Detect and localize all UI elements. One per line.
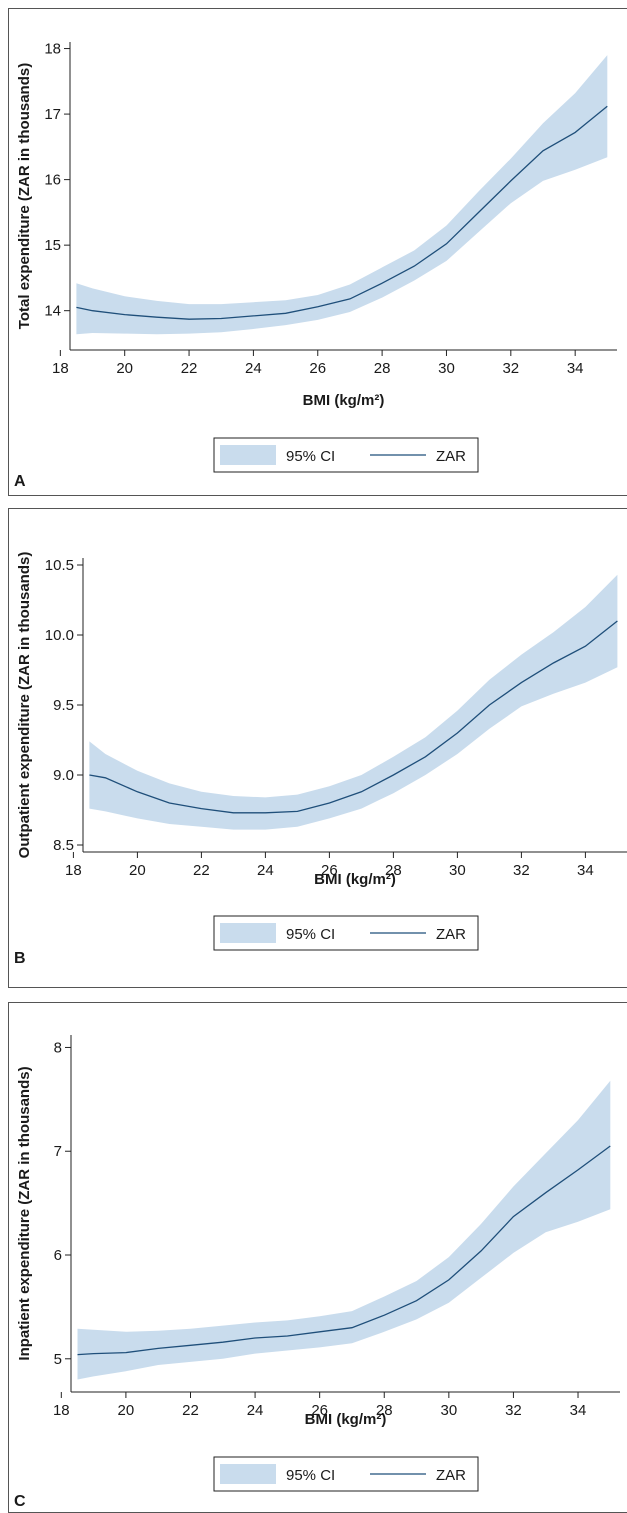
zar-line [76, 105, 608, 320]
legend-ci-label: 95% CI [286, 448, 335, 465]
ci-band [76, 55, 608, 335]
zar-line [89, 620, 618, 814]
x-tick-label: 22 [182, 1402, 199, 1419]
panel-b: 8.5 9.0 9.5 10.0 10.5 18 20 22 24 26 28 30 32 34 BMI (… [8, 508, 627, 988]
x-tick-label: 26 [309, 360, 326, 377]
x-axis-label: BMI (kg/m²) [303, 392, 385, 409]
panel-frame [8, 1002, 627, 1513]
panel-label: A [14, 473, 26, 490]
y-tick-label: 6 [54, 1247, 62, 1264]
x-tick-label: 32 [505, 1402, 522, 1419]
x-tick-label: 22 [181, 360, 198, 377]
y-tick-label: 10.0 [45, 627, 74, 644]
x-tick-label: 24 [245, 360, 262, 377]
legend-ci-swatch [220, 923, 276, 943]
legend-zar-label: ZAR [436, 926, 466, 943]
y-tick-label: 15 [44, 237, 61, 254]
y-axis-label: Outpatient expenditure (ZAR in thousands… [16, 552, 33, 859]
x-tick-label: 26 [311, 1402, 328, 1419]
x-tick-label: 20 [118, 1402, 135, 1419]
panel-a: 14 15 16 17 18 18 20 22 24 26 28 30 32 34 BMI (kg/m²) T… [8, 8, 627, 496]
zar-line [77, 1145, 611, 1356]
y-tick-label: 7 [54, 1143, 62, 1160]
legend-zar-label: ZAR [436, 448, 466, 465]
x-tick-label: 30 [440, 1402, 457, 1419]
panel-frame [8, 8, 627, 496]
legend-zar-label: ZAR [436, 1467, 466, 1484]
y-tick-label: 8.5 [53, 837, 74, 854]
ci-band [77, 1080, 611, 1380]
panel-label: C [14, 1493, 26, 1510]
x-tick-label: 24 [247, 1402, 264, 1419]
legend-ci-swatch [220, 1464, 276, 1484]
x-tick-label: 18 [53, 1402, 70, 1419]
y-tick-label: 18 [44, 41, 61, 58]
y-axis-label: Inpatient expenditure (ZAR in thousands) [16, 1066, 33, 1360]
legend-ci-swatch [220, 445, 276, 465]
y-tick-label: 14 [44, 303, 61, 320]
y-tick-label: 9.0 [53, 767, 74, 784]
x-tick-label: 28 [374, 360, 391, 377]
y-tick-label: 9.5 [53, 697, 74, 714]
legend: 95% CI ZAR [213, 1456, 479, 1492]
panel-frame [8, 508, 627, 988]
y-tick-label: 17 [44, 106, 61, 123]
legend: 95% CI ZAR [213, 437, 479, 473]
x-tick-label: 32 [502, 360, 519, 377]
x-tick-label: 34 [567, 360, 584, 377]
x-tick-label: 30 [438, 360, 455, 377]
y-axis-label: Total expenditure (ZAR in thousands) [16, 63, 33, 329]
x-tick-label: 28 [376, 1402, 393, 1419]
x-tick-label: 20 [129, 862, 146, 879]
y-tick-label: 10.5 [45, 557, 74, 574]
x-tick-label: 34 [570, 1402, 587, 1419]
x-tick-label: 28 [385, 862, 402, 879]
x-tick-label: 20 [116, 360, 133, 377]
x-tick-label: 22 [193, 862, 210, 879]
ci-band [89, 574, 618, 830]
x-tick-label: 26 [321, 862, 338, 879]
legend-box [213, 915, 479, 951]
x-tick-label: 34 [577, 862, 594, 879]
x-tick-label: 24 [257, 862, 274, 879]
x-tick-label: 18 [52, 360, 69, 377]
panel-label: B [14, 950, 26, 967]
x-axis-label: BMI (kg/m²) [305, 1411, 387, 1428]
panel-c: 5 6 7 8 18 20 22 24 26 28 30 32 34 BMI (kg/m²) Inpatie… [8, 1002, 627, 1513]
x-axis-label: BMI (kg/m²) [314, 871, 396, 888]
legend: 95% CI ZAR [213, 915, 479, 951]
x-tick-label: 30 [449, 862, 466, 879]
legend-ci-label: 95% CI [286, 926, 335, 943]
y-tick-label: 16 [44, 172, 61, 189]
y-tick-label: 8 [54, 1039, 62, 1056]
x-tick-label: 18 [65, 862, 82, 879]
y-tick-label: 5 [54, 1351, 62, 1368]
legend-ci-label: 95% CI [286, 1467, 335, 1484]
x-tick-label: 32 [513, 862, 530, 879]
